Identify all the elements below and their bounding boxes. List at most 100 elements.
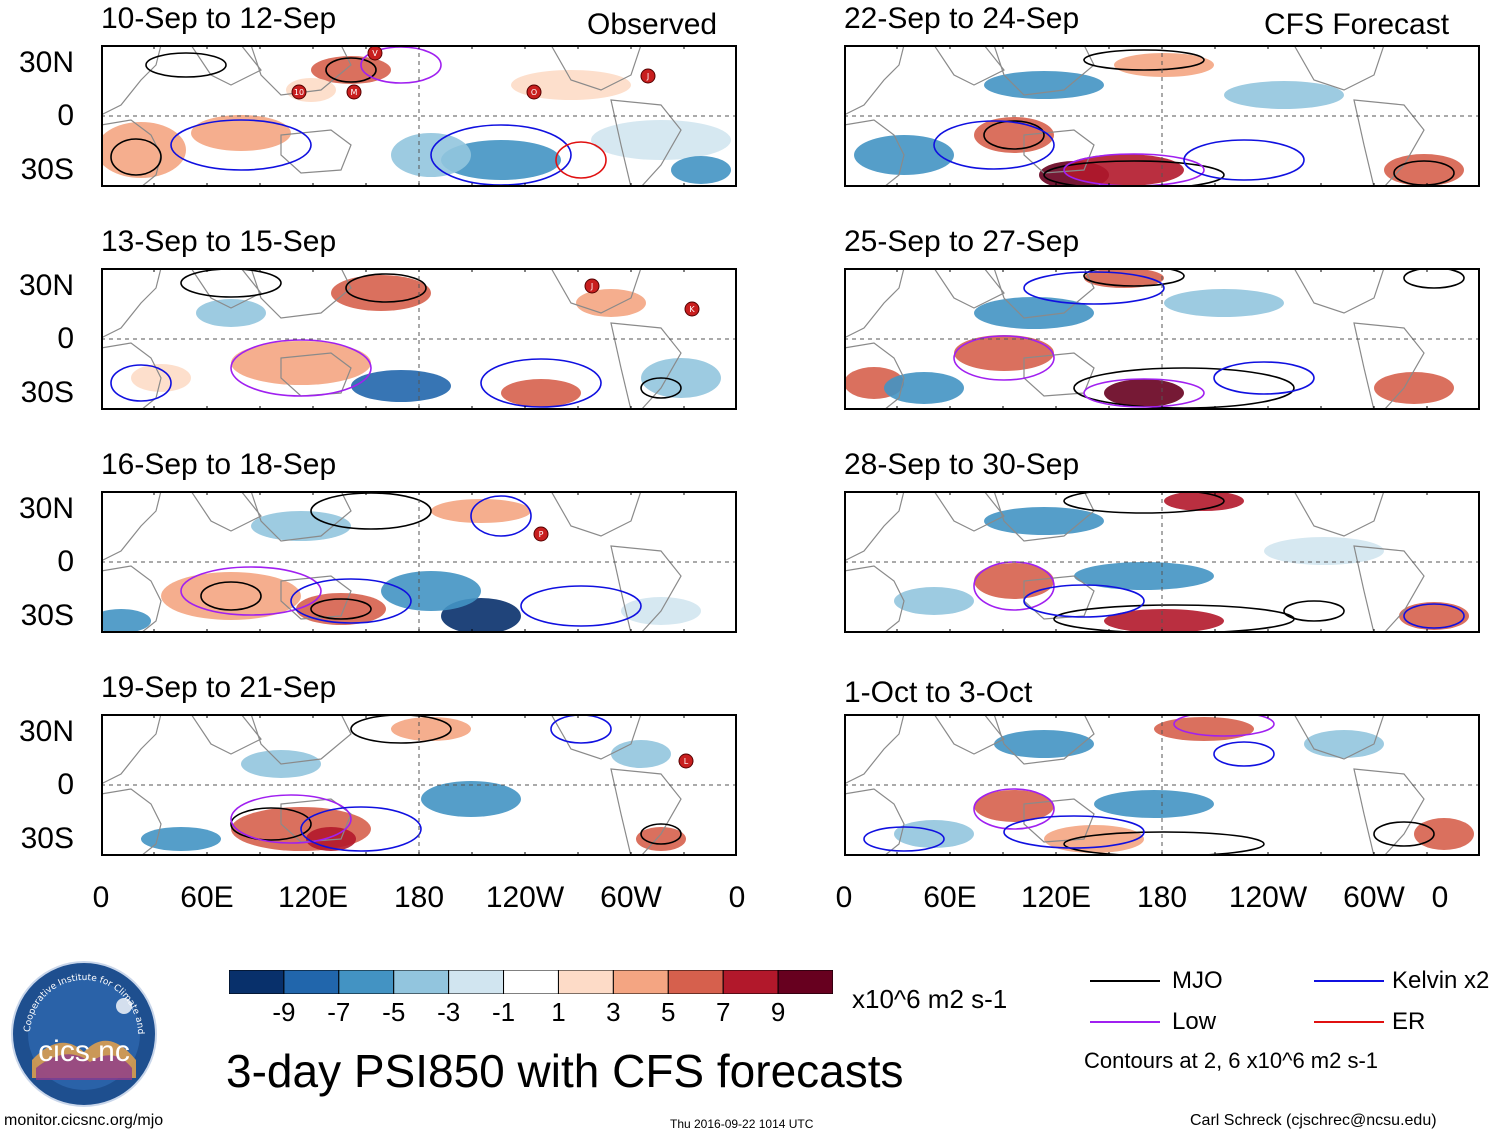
anomaly-shading <box>1399 602 1469 630</box>
anomaly-shading <box>671 156 731 184</box>
anomaly-shading <box>591 120 731 160</box>
storm-marker: P <box>533 526 549 542</box>
anomaly-shading <box>141 827 221 851</box>
map-panel: 10 M O J V <box>101 45 737 187</box>
coastline <box>190 268 262 309</box>
colorbar-label: 5 <box>661 997 676 1027</box>
observed-label: Observed <box>587 8 718 41</box>
filtered-contour <box>640 377 682 399</box>
filtered-contour <box>1373 821 1435 847</box>
map-panel <box>844 268 1480 410</box>
filtered-contour <box>325 57 377 83</box>
coastline <box>101 342 162 410</box>
storm-marker: J <box>584 278 600 294</box>
panel-title: 25-Sep to 27-Sep <box>844 225 1080 258</box>
coastline <box>101 45 162 116</box>
coastline <box>101 565 162 633</box>
anomaly-shading <box>441 140 561 180</box>
coastline <box>933 45 1005 86</box>
filtered-contour <box>1213 361 1315 395</box>
colorbar-label: -1 <box>491 997 516 1027</box>
anomaly-shading <box>954 335 1054 371</box>
panel-frame <box>101 491 737 633</box>
coastline <box>101 491 162 562</box>
colorbar-label: 1 <box>551 997 566 1027</box>
mjo-legend-line <box>1090 980 1160 982</box>
filtered-contour <box>1063 831 1265 856</box>
anomaly-shading <box>421 781 521 817</box>
coastline <box>550 268 642 314</box>
filtered-contour <box>345 273 427 303</box>
coastline <box>844 342 905 410</box>
panel-frame <box>101 45 737 187</box>
filtered-contour <box>180 566 322 616</box>
lon-label: 0 <box>92 881 110 914</box>
svg-text:M: M <box>351 88 358 97</box>
coastline <box>844 119 905 187</box>
coastline <box>933 268 1005 309</box>
filtered-contour <box>310 598 372 620</box>
filtered-contour <box>973 788 1055 830</box>
coastline <box>844 491 905 562</box>
filtered-contour <box>863 826 945 852</box>
anomaly-shading <box>974 563 1054 599</box>
filtered-contour <box>1403 268 1465 289</box>
coastline <box>550 491 642 537</box>
coastline <box>1293 268 1385 314</box>
er-legend-label: ER <box>1392 1008 1426 1035</box>
colorbar <box>228 969 834 995</box>
cics-logo: Cooperative Institute for Climate and Sa… <box>7 953 158 1108</box>
panel-frame <box>844 45 1480 187</box>
anomaly-shading <box>391 717 471 741</box>
anomaly-shading <box>974 297 1094 329</box>
lon-label: 0 <box>728 881 746 914</box>
coastline <box>1023 129 1095 174</box>
coastline <box>993 714 1095 765</box>
lon-label: 120E <box>1020 881 1092 914</box>
coastline <box>610 322 682 410</box>
storm-marker: M <box>346 84 362 100</box>
low-legend-line <box>1090 1021 1160 1023</box>
filtered-contour <box>1083 49 1205 71</box>
filtered-contour <box>200 581 262 611</box>
coastline <box>933 714 1005 755</box>
coastline <box>101 268 162 339</box>
coastline <box>101 788 162 856</box>
filtered-contour <box>470 495 532 537</box>
footer-credit: Carl Schreck (cjschrec@ncsu.edu) <box>1190 1112 1437 1129</box>
filtered-contour <box>110 364 172 402</box>
svg-text:O: O <box>531 88 537 97</box>
filtered-contour <box>1023 271 1165 305</box>
lat-label: 30N <box>18 269 74 302</box>
filtered-contour <box>1083 268 1185 287</box>
filtered-contour <box>520 585 642 627</box>
filtered-contour <box>480 358 602 408</box>
colorbar-label: -5 <box>382 997 406 1027</box>
panel-frame <box>101 714 737 856</box>
filtered-contour <box>230 807 312 841</box>
map-panel <box>844 491 1480 633</box>
colorbar-label: 7 <box>715 997 731 1027</box>
svg-text:10: 10 <box>294 88 304 97</box>
panel-frame <box>844 268 1480 410</box>
coastline <box>844 714 905 785</box>
filtered-contour <box>1063 491 1225 514</box>
colorbar-swatch <box>338 969 395 995</box>
svg-text:P: P <box>539 530 544 539</box>
footer-url: monitor.cicsnc.org/mjo <box>4 1112 164 1129</box>
coastline <box>190 491 262 532</box>
anomaly-shading <box>1114 53 1214 77</box>
forecast-label: CFS Forecast <box>1264 8 1450 41</box>
anomaly-shading <box>636 827 686 851</box>
coastline <box>250 491 352 542</box>
coastline <box>250 714 352 765</box>
colorbar-label: 3 <box>606 997 621 1027</box>
coastline <box>993 45 1095 96</box>
map-panel: P <box>101 491 737 633</box>
lat-label: 30S <box>20 822 74 855</box>
storm-marker: K <box>684 301 700 317</box>
logo-text: cics.nc <box>38 1035 130 1068</box>
lon-label: 180 <box>393 881 445 914</box>
filtered-contour <box>1043 160 1225 187</box>
